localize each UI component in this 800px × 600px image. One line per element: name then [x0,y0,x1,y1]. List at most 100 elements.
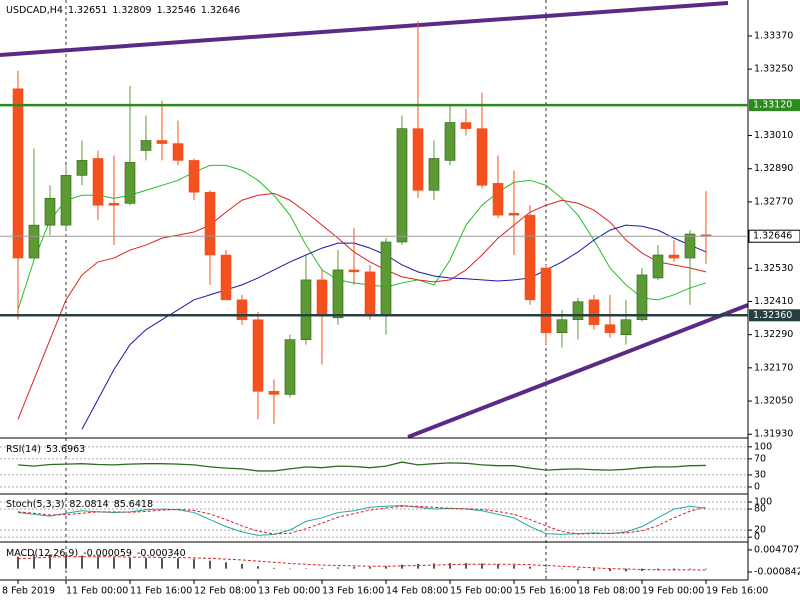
candle-body [108,202,120,206]
macd-bar [689,568,691,570]
indicator-line [81,224,707,430]
x-tick-label: 8 Feb 2019 [2,586,55,597]
level-label: 1.33120 [753,100,792,111]
y-tick-label: 70 [754,453,766,464]
x-tick-label: 12 Feb 08:00 [194,586,256,597]
candle-body [252,319,264,392]
y-tick-label: 100 [754,497,772,508]
y-tick-label: 80 [754,504,766,515]
y-tick-label: 1.31930 [754,429,793,440]
header-part: USDCAD,H4 [6,5,63,16]
candle-body [572,301,584,321]
header-part: 85.6418 [114,499,153,510]
candle-body [444,122,456,161]
candle-body [492,183,504,216]
candle-body [604,324,616,334]
price-label-box [748,229,800,243]
header-part: 82.0814 [69,499,108,510]
macd-bar [449,563,451,569]
panel-header: RSI(14) 53.6963 [6,444,85,455]
macd-bar [305,568,307,569]
header-part: 1.32646 [201,5,240,16]
x-tick-label: 11 Feb 00:00 [66,586,128,597]
macd-bar [545,567,547,569]
macd-bar [577,568,579,570]
indicator-line [17,461,707,472]
candle-body [268,391,280,395]
macd-bar [49,554,51,569]
frame [0,0,749,581]
header-part: 1.32546 [157,5,196,16]
macd-bar [97,556,99,569]
candle-body [12,88,24,259]
macd-bar [401,564,403,569]
macd-bar [561,568,563,570]
y-tick-label: 1.32890 [754,163,793,174]
header-part: Stoch(5,3,3) [6,499,64,510]
header-part: RSI(14) [6,444,41,455]
trend-line [0,1,729,57]
y-tick-label: 0 [754,532,760,543]
panel-header: Stoch(5,3,3) 82.0814 85.6418 [6,499,153,510]
x-tick-label: 19 Feb 00:00 [642,586,704,597]
y-tick-label: 0 [754,481,760,492]
macd-bar [113,557,115,569]
candle-body [284,339,296,395]
y-tick-label: 1.32050 [754,396,793,407]
candle-body [332,269,344,319]
candle-body [428,158,440,191]
header-part: -0.000340 [137,548,186,559]
candle-body [124,162,136,204]
macd-bar [465,563,467,569]
macd-bar [609,568,611,572]
y-tick-label: -0.000842 [754,567,800,578]
macd-bar [321,567,323,569]
panel-header: USDCAD,H4 1.32651 1.32809 1.32546 1.32646 [6,5,240,16]
macd-bar [193,559,195,569]
macd-bar [625,568,627,572]
candle-body [92,158,104,206]
macd-bar [497,564,499,569]
macd-bar [209,560,211,569]
indicator-line [17,192,707,420]
macd-bar [433,563,435,569]
candle-body [460,122,472,129]
candle-body [316,279,328,316]
macd-bar [161,557,163,569]
macd-bar [129,557,131,569]
level-label-box [749,309,800,322]
candle-body [220,254,232,301]
level-label-box [749,99,800,112]
candle-body [300,279,312,340]
macd-bar [65,555,67,569]
candle-body [28,224,40,259]
macd-bar [225,562,227,569]
x-tick-label: 15 Feb 16:00 [514,586,576,597]
macd-bar [273,567,275,569]
candle-body [380,241,392,316]
macd-bar [177,558,179,569]
candle-body [508,212,520,216]
candle-body [540,267,552,334]
y-tick-label: 0.004707 [754,544,799,555]
header-part: MACD(12,26,9) [6,548,78,559]
macd-bar [481,563,483,569]
candle-body [60,175,72,226]
macd-bar [593,568,595,571]
candle-body [204,191,216,256]
price-label: 1.32646 [753,231,792,242]
macd-bar [641,568,643,572]
macd-bar [529,566,531,569]
y-tick-label: 20 [754,525,766,536]
macd-bar [705,568,707,570]
level-label: 1.32360 [753,310,792,321]
indicator-line [17,505,707,536]
panel-header: MACD(12,26,9) -0.000059 -0.000340 [6,548,186,559]
macd-bar [257,566,259,569]
y-tick-label: 1.33010 [754,130,793,141]
candle-body [76,160,88,176]
macd-bar [417,563,419,569]
x-tick-label: 19 Feb 16:00 [706,586,768,597]
